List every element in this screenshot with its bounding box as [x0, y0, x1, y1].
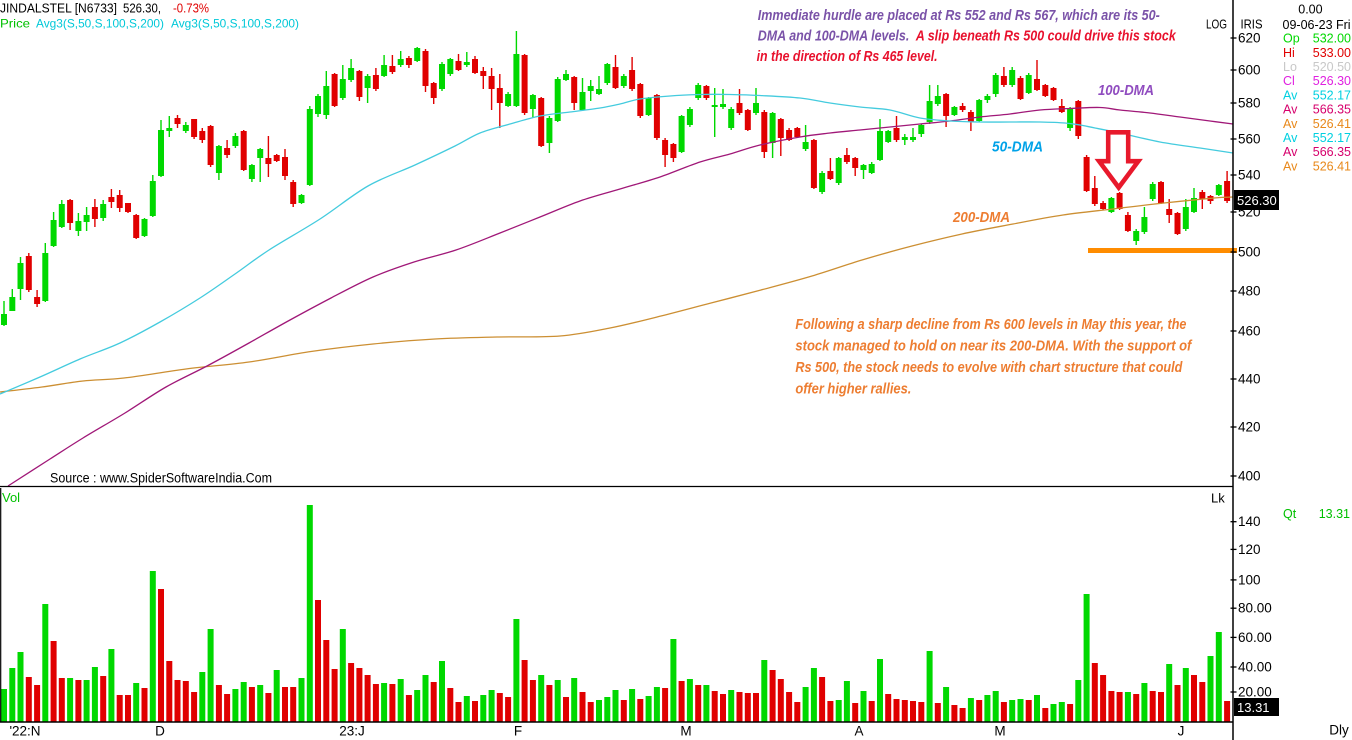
svg-text:23:J: 23:J: [339, 724, 365, 739]
svg-text:LOG: LOG: [1206, 18, 1227, 32]
svg-text:566.35: 566.35: [1313, 145, 1351, 159]
svg-text:532.00: 532.00: [1313, 32, 1351, 46]
svg-text:526.30: 526.30: [1237, 193, 1277, 208]
svg-text:offer higher rallies.: offer higher rallies.: [795, 382, 911, 398]
svg-text:566.35: 566.35: [1313, 103, 1351, 117]
svg-text:560: 560: [1238, 132, 1261, 147]
svg-text:13.31: 13.31: [1237, 700, 1270, 715]
svg-text:DMA and 100-DMA levels. A sli: DMA and 100-DMA levels. A slip beneath R…: [758, 29, 1177, 45]
svg-text:600: 600: [1238, 63, 1261, 78]
svg-text:Price: Price: [0, 17, 30, 31]
svg-text:Op: Op: [1283, 32, 1300, 46]
svg-text:J: J: [1178, 724, 1185, 739]
svg-text:400: 400: [1238, 469, 1261, 484]
svg-text:100: 100: [1238, 572, 1261, 587]
svg-text:620: 620: [1238, 31, 1261, 46]
svg-text:Qt: Qt: [1283, 507, 1297, 521]
svg-text:-0.73%: -0.73%: [173, 2, 209, 16]
svg-text:420: 420: [1238, 420, 1261, 435]
svg-text:580: 580: [1238, 96, 1261, 111]
svg-text:50-DMA: 50-DMA: [992, 139, 1043, 156]
svg-text:F: F: [514, 724, 522, 739]
svg-text:Vol: Vol: [2, 490, 20, 505]
svg-text:440: 440: [1238, 372, 1261, 387]
svg-text:520.50: 520.50: [1313, 60, 1351, 74]
svg-text:Avg3(S,50,S,100,S,200): Avg3(S,50,S,100,S,200): [36, 17, 164, 31]
svg-text:Lk: Lk: [1211, 491, 1225, 506]
svg-text:Lo: Lo: [1283, 60, 1297, 74]
svg-text:526.41: 526.41: [1313, 117, 1351, 131]
svg-text:0.00: 0.00: [1298, 3, 1322, 17]
svg-text:533.00: 533.00: [1313, 46, 1351, 60]
svg-text:Immediate hurdle are placed at: Immediate hurdle are placed at Rs 552 an…: [758, 8, 1160, 24]
svg-text:Av: Av: [1283, 103, 1298, 117]
svg-text:552.17: 552.17: [1313, 131, 1351, 145]
svg-text:Av: Av: [1283, 145, 1298, 159]
svg-text:552.17: 552.17: [1313, 88, 1351, 102]
svg-text:526.30: 526.30: [1313, 74, 1351, 88]
svg-text:A: A: [854, 724, 863, 739]
svg-text:Cl: Cl: [1283, 74, 1295, 88]
svg-text:Av: Av: [1283, 131, 1298, 145]
svg-text:Hi: Hi: [1283, 46, 1295, 60]
svg-text:Following a sharp decline from: Following a sharp decline from Rs 600 le…: [795, 317, 1186, 333]
svg-text:'22:N: '22:N: [9, 724, 40, 739]
svg-text:540: 540: [1238, 168, 1261, 183]
svg-text:M: M: [680, 724, 691, 739]
svg-text:stock managed to hold on near: stock managed to hold on near its 200-DM…: [795, 339, 1193, 355]
svg-text:Rs 500, the stock needs to evo: Rs 500, the stock needs to evolve with c…: [795, 360, 1183, 376]
svg-text:Av: Av: [1283, 159, 1298, 173]
svg-text:Av: Av: [1283, 88, 1298, 102]
svg-text:Av: Av: [1283, 117, 1298, 131]
svg-text:Avg3(S,50,S,100,S,200): Avg3(S,50,S,100,S,200): [171, 17, 299, 31]
svg-text:460: 460: [1238, 324, 1261, 339]
svg-text:09-06-23 Fri: 09-06-23 Fri: [1283, 18, 1351, 32]
svg-text:20.00: 20.00: [1238, 685, 1272, 700]
svg-text:100-DMA: 100-DMA: [1098, 82, 1154, 99]
svg-text:526.41: 526.41: [1313, 159, 1351, 173]
svg-text:JINDALSTEL [N6733]: JINDALSTEL [N6733]: [0, 2, 117, 16]
svg-text:526.30,: 526.30,: [123, 2, 161, 16]
svg-text:IRIS: IRIS: [1241, 18, 1263, 32]
svg-text:480: 480: [1238, 284, 1261, 299]
svg-text:D: D: [155, 724, 165, 739]
svg-text:Source : www.SpiderSoftwareInd: Source : www.SpiderSoftwareIndia.Com: [50, 471, 272, 486]
svg-text:13.31: 13.31: [1319, 507, 1350, 521]
svg-text:60.00: 60.00: [1238, 630, 1272, 645]
svg-text:M: M: [994, 724, 1005, 739]
svg-text:140: 140: [1238, 514, 1261, 529]
svg-text:500: 500: [1238, 245, 1261, 260]
svg-text:in the direction of Rs 465 lev: in the direction of Rs 465 level.: [757, 49, 938, 65]
svg-text:200-DMA: 200-DMA: [952, 209, 1010, 226]
svg-text:80.00: 80.00: [1238, 601, 1272, 616]
svg-text:120: 120: [1238, 542, 1261, 557]
svg-text:Dly: Dly: [1329, 723, 1349, 738]
svg-text:40.00: 40.00: [1238, 660, 1272, 675]
